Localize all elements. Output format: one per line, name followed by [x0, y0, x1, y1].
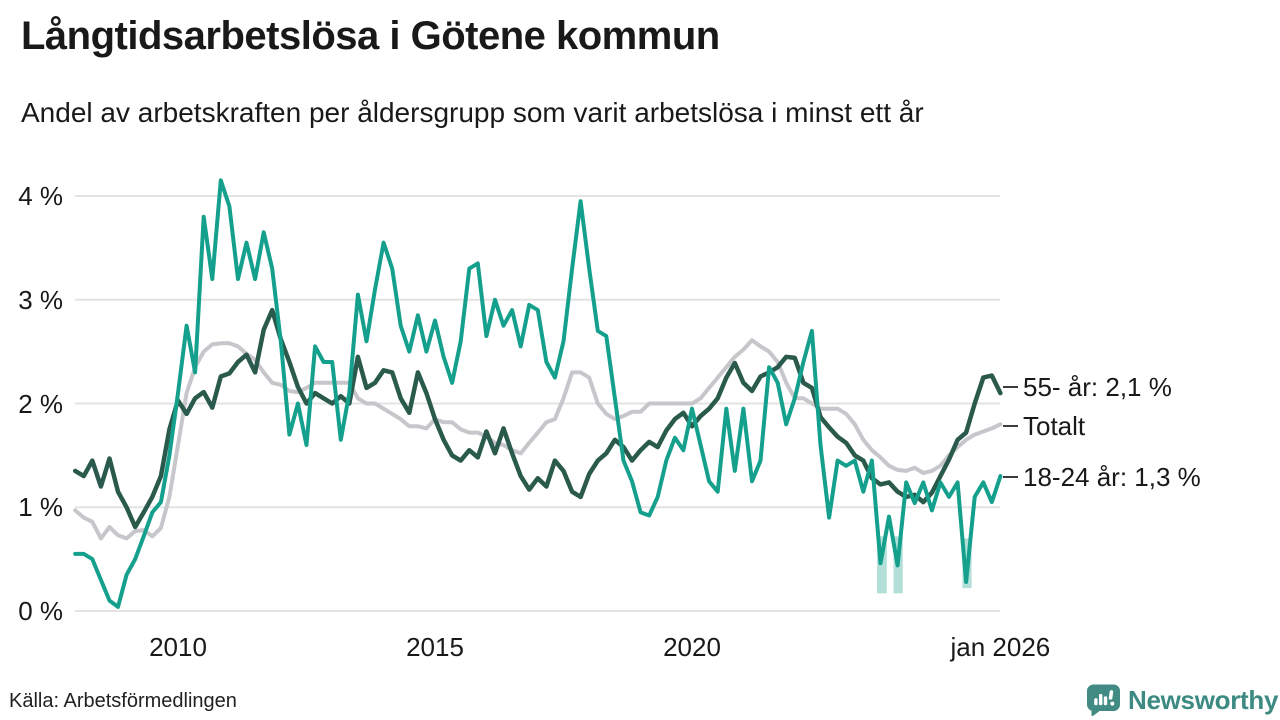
label-connector-dash — [1003, 475, 1018, 479]
series-line-18-24-r — [73, 178, 1003, 609]
y-tick-label: 0 % — [18, 596, 63, 626]
y-tick-label: 1 % — [18, 492, 63, 523]
y-tick-label: 3 % — [18, 284, 63, 315]
x-tick-label: 2015 — [406, 632, 464, 662]
series-line-totalt — [73, 338, 1003, 541]
newsworthy-branding: Newsworthy — [1086, 684, 1278, 717]
series-label-18-24-text: 18-24 år: 1,3 % — [1023, 462, 1201, 492]
series-label-55plus: 55- år: 2,1 % — [1003, 372, 1172, 402]
chart-subtitle: Andel av arbetskraften per åldersgrupp s… — [21, 97, 924, 128]
series-line-55-r — [72, 307, 1003, 530]
series-label-18-24: 18-24 år: 1,3 % — [1003, 462, 1201, 492]
label-connector-dash — [1003, 385, 1018, 389]
x-tick-label: 2010 — [149, 632, 207, 662]
x-tick-label: 2020 — [663, 632, 721, 662]
low-value-band — [877, 536, 887, 594]
series-label-55plus-text: 55- år: 2,1 % — [1023, 372, 1172, 402]
y-tick-label: 4 % — [18, 181, 63, 211]
label-connector-dash — [1003, 424, 1018, 428]
series-label-totalt: Totalt — [1003, 411, 1085, 441]
series-label-totalt-text: Totalt — [1023, 411, 1086, 441]
page-title: Långtidsarbetslösa i Götene kommun — [21, 14, 720, 58]
newsworthy-wordmark: Newsworthy — [1128, 685, 1279, 715]
x-tick-label: jan 2026 — [950, 632, 1051, 662]
newsworthy-bubble-chart-icon — [1087, 684, 1120, 717]
y-tick-label: 2 % — [18, 388, 63, 419]
source-note: Källa: Arbetsförmedlingen — [9, 690, 237, 712]
